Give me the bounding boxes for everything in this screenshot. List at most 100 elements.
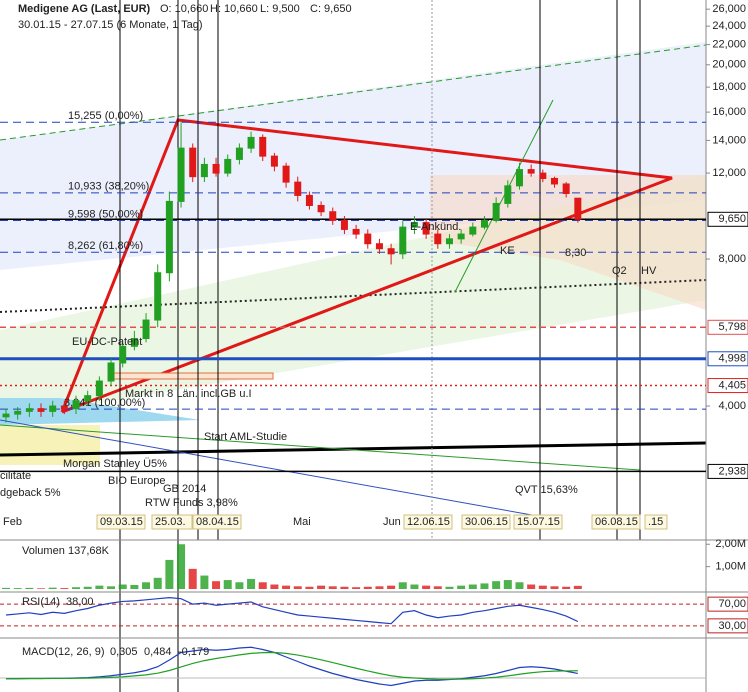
annotation: Markt in 8 Län. incl.GB u.I xyxy=(125,388,252,400)
level-box xyxy=(707,211,748,227)
fib-label: 8,262 (61,80%) xyxy=(68,240,143,252)
volume-bar xyxy=(433,586,442,589)
candle-body xyxy=(60,405,68,410)
level-label: 4,998 xyxy=(718,353,746,365)
panel-value: 0,305 xyxy=(110,646,138,658)
volume-bar xyxy=(515,582,524,589)
candle-body xyxy=(562,183,570,194)
candle-body xyxy=(282,165,290,183)
x-label: Jun xyxy=(383,516,401,528)
date-box xyxy=(644,514,668,530)
candle-body xyxy=(200,163,208,178)
level-box xyxy=(707,319,748,335)
annotation: KE xyxy=(500,245,515,257)
volume-bar xyxy=(457,585,466,589)
volume-bar xyxy=(468,584,477,589)
candle-body xyxy=(84,395,92,402)
level-box xyxy=(707,618,748,634)
marker-bar xyxy=(112,372,274,380)
volume-bar xyxy=(153,577,162,589)
level-box xyxy=(707,596,748,612)
ohlc-label: H: 10,660 xyxy=(210,3,258,15)
level-box xyxy=(707,463,748,479)
volume-bar xyxy=(223,580,232,589)
y-tick-label: 1,00M xyxy=(715,561,746,573)
trend-line xyxy=(0,424,641,471)
trend-line xyxy=(0,419,561,521)
candle-body xyxy=(329,211,337,221)
volume-bar xyxy=(573,585,582,589)
candle-body xyxy=(142,319,150,339)
x-label: 06.08.15 xyxy=(595,516,638,528)
candle-body xyxy=(352,228,360,235)
y-tick-label: 8,000 xyxy=(718,253,746,265)
date-box xyxy=(513,514,563,530)
volume-bar xyxy=(480,583,489,589)
annotation: Start AML-Studie xyxy=(204,431,287,443)
candle-body xyxy=(95,380,103,397)
candle-body xyxy=(119,345,127,364)
volume-bar xyxy=(107,586,116,589)
volume-bar xyxy=(235,582,244,589)
fib-label: 10,933 (38,20%) xyxy=(68,181,149,193)
volume-bar xyxy=(48,587,57,589)
volume-bar xyxy=(293,586,302,589)
panel-label: Volumen xyxy=(22,545,65,557)
candle-body xyxy=(550,177,558,185)
candle-body xyxy=(515,169,523,187)
level-box xyxy=(707,378,748,394)
x-label: Feb xyxy=(3,516,22,528)
macd-line xyxy=(5,646,578,687)
volume-bar xyxy=(37,588,46,589)
volume-bar xyxy=(72,587,81,589)
annotation: RTW Funds 3,98% xyxy=(145,497,238,509)
candle-body xyxy=(574,197,582,220)
volume-bar xyxy=(422,585,431,589)
volume-bar xyxy=(538,585,547,589)
candle-body xyxy=(177,147,185,202)
candle-body xyxy=(387,248,395,255)
ohlc-label: L: 9,500 xyxy=(260,3,300,15)
candle-body xyxy=(492,202,500,221)
candle-body xyxy=(410,222,418,228)
candle-body xyxy=(375,243,383,250)
candle-body xyxy=(154,272,162,321)
zone xyxy=(0,398,200,425)
volume-bar xyxy=(410,584,419,589)
volume-bar xyxy=(317,585,326,589)
annotation: 8,30 xyxy=(565,247,586,259)
volume-bar xyxy=(258,582,267,589)
candle-body xyxy=(259,136,267,157)
fib-label: 15,255 (0,00%) xyxy=(68,110,143,122)
candle-body xyxy=(224,158,232,174)
x-label: 08.04.15 xyxy=(196,516,239,528)
panel-label: MACD(12, 26, 9) xyxy=(22,646,105,658)
volume-bar xyxy=(550,586,559,589)
title: Medigene AG (Last, EUR) xyxy=(18,3,151,15)
candle-body xyxy=(165,200,173,274)
volume-bar xyxy=(503,580,512,589)
candle-body xyxy=(399,226,407,255)
annotation: QVT 15,63% xyxy=(515,484,578,496)
x-label: Mai xyxy=(293,516,311,528)
candle-body xyxy=(422,222,430,235)
ohlc-label: O: 10,660 xyxy=(160,3,208,15)
candle-body xyxy=(364,233,372,245)
x-label: 09.03.15 xyxy=(100,516,143,528)
macd-line xyxy=(6,651,578,680)
level-label: 5,798 xyxy=(718,321,746,333)
candle-body xyxy=(305,194,313,206)
candle-body xyxy=(247,136,255,149)
volume-bar xyxy=(562,586,571,589)
x-label: 12.06.15 xyxy=(407,516,450,528)
x-label: 15.07.15 xyxy=(517,516,560,528)
date-box xyxy=(403,514,453,530)
y-tick-label: 70,00 xyxy=(718,598,746,610)
candle-body xyxy=(25,408,33,412)
level-label: 2,938 xyxy=(718,465,746,477)
candle-body xyxy=(469,226,477,235)
annotation: BIO Europe xyxy=(108,475,165,487)
ohlc-label: C: 9,650 xyxy=(310,3,352,15)
candle-body xyxy=(270,155,278,167)
